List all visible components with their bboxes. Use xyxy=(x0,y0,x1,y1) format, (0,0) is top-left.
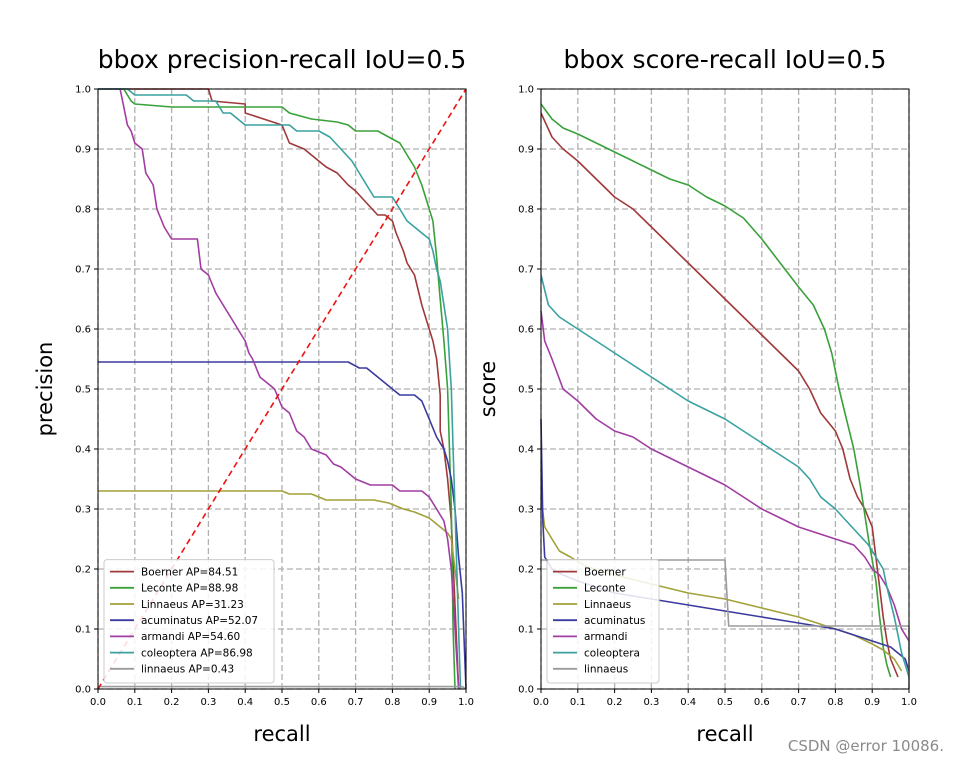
y-tick-label: 0.2 xyxy=(75,565,91,576)
legend-label: acuminatus xyxy=(584,615,645,627)
legend-label: armandi AP=54.60 xyxy=(141,631,240,643)
y-tick-label: 1.0 xyxy=(75,85,91,96)
y-tick-label: 0.2 xyxy=(518,565,534,576)
watermark: CSDN @error 10086. xyxy=(787,737,944,755)
y-axis-label: score xyxy=(476,361,500,417)
x-tick-label: 0.2 xyxy=(164,697,180,708)
x-tick-label: 0.7 xyxy=(348,697,364,708)
legend-label: acuminatus AP=52.07 xyxy=(141,615,258,627)
series-line-4 xyxy=(98,88,460,690)
x-tick-label: 0.0 xyxy=(533,697,549,708)
series-line-0 xyxy=(98,88,460,690)
x-tick-label: 0.1 xyxy=(127,697,143,708)
legend-label: armandi xyxy=(584,631,627,643)
x-tick-label: 1.0 xyxy=(458,697,474,708)
series-line-1 xyxy=(540,103,892,678)
y-tick-label: 0.9 xyxy=(75,145,91,156)
y-tick-label: 0.4 xyxy=(75,445,91,456)
y-tick-label: 0.3 xyxy=(75,505,91,516)
y-tick-label: 0.6 xyxy=(518,325,534,336)
series-line-2 xyxy=(540,496,903,672)
series-line-1 xyxy=(98,88,456,690)
y-axis-label: precision xyxy=(33,342,57,437)
series-line-2 xyxy=(98,490,460,600)
chart-title: bbox score-recall IoU=0.5 xyxy=(564,45,887,74)
y-tick-label: 0.8 xyxy=(518,205,534,216)
series-line-5 xyxy=(540,274,910,678)
x-tick-label: 0.9 xyxy=(421,697,437,708)
y-tick-label: 0.7 xyxy=(518,265,534,276)
x-tick-label: 0.4 xyxy=(237,697,253,708)
x-tick-label: 0.5 xyxy=(274,697,290,708)
x-axis-label: recall xyxy=(696,722,753,746)
y-tick-label: 0.5 xyxy=(75,385,91,396)
legend-label: Boerner xyxy=(584,566,626,578)
y-tick-label: 0.1 xyxy=(518,625,534,636)
x-tick-label: 0.3 xyxy=(200,697,216,708)
y-tick-label: 0.1 xyxy=(75,625,91,636)
y-tick-label: 0.3 xyxy=(518,505,534,516)
x-tick-label: 1.0 xyxy=(901,697,917,708)
y-tick-label: 0.5 xyxy=(518,385,534,396)
y-tick-label: 0.8 xyxy=(75,205,91,216)
legend-label: linnaeus AP=0.43 xyxy=(141,664,234,676)
chart-title: bbox precision-recall IoU=0.5 xyxy=(98,45,467,74)
x-tick-label: 0.2 xyxy=(607,697,623,708)
y-tick-label: 0.9 xyxy=(518,145,534,156)
legend-label: Boerner AP=84.51 xyxy=(141,566,238,578)
x-tick-label: 0.6 xyxy=(754,697,770,708)
series-line-5 xyxy=(98,88,462,690)
x-tick-label: 0.5 xyxy=(717,697,733,708)
x-tick-label: 0.3 xyxy=(643,697,659,708)
y-tick-label: 0.6 xyxy=(75,325,91,336)
y-tick-label: 0.0 xyxy=(75,685,91,696)
legend-label: Linnaeus xyxy=(584,599,631,611)
series-line-4 xyxy=(540,310,910,642)
score-recall-panel: 0.0 0.1 0.2 0.3 0.4 0.5 0.6 0.7 0.8 0.9 1.0 0.0 0.1 0… xyxy=(476,45,917,746)
series-line-6 xyxy=(98,685,467,690)
x-tick-label: 0.8 xyxy=(827,697,843,708)
x-tick-label: 0.6 xyxy=(311,697,327,708)
series-line-0 xyxy=(540,112,899,678)
legend-label: Leconte xyxy=(584,583,626,595)
x-tick-label: 0.0 xyxy=(90,697,106,708)
legend-label: linnaeus xyxy=(584,664,628,676)
y-tick-label: 0.0 xyxy=(518,685,534,696)
y-tick-label: 1.0 xyxy=(518,85,534,96)
x-tick-label: 0.7 xyxy=(791,697,807,708)
precision-recall-panel: 0.0 0.1 0.2 0.3 0.4 0.5 0.6 0.7 0.8 0.9 1.0 0.0 0.1 0… xyxy=(33,45,474,746)
legend-label: coleoptera xyxy=(584,647,640,659)
legend-label: Linnaeus AP=31.23 xyxy=(141,599,244,611)
x-tick-label: 0.9 xyxy=(864,697,880,708)
x-axis-label: recall xyxy=(253,722,310,746)
legend-label: coleoptera AP=86.98 xyxy=(141,647,253,659)
x-tick-label: 0.4 xyxy=(680,697,696,708)
legend-label: Leconte AP=88.98 xyxy=(141,583,238,595)
y-tick-label: 0.7 xyxy=(75,265,91,276)
y-tick-label: 0.4 xyxy=(518,445,534,456)
legend-box xyxy=(103,559,275,684)
series-line-7 xyxy=(97,88,467,690)
x-tick-label: 0.8 xyxy=(384,697,400,708)
x-tick-label: 0.1 xyxy=(570,697,586,708)
